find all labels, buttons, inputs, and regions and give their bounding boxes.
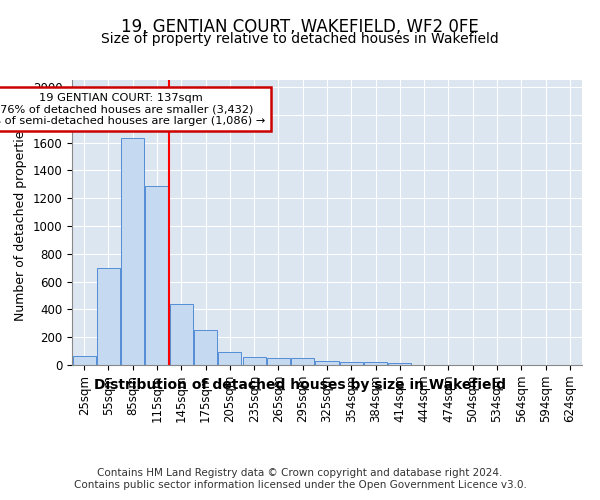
Bar bbox=[73, 356, 95, 365]
Y-axis label: Number of detached properties: Number of detached properties bbox=[14, 124, 27, 321]
Text: 19 GENTIAN COURT: 137sqm
← 76% of detached houses are smaller (3,432)
24% of sem: 19 GENTIAN COURT: 137sqm ← 76% of detach… bbox=[0, 92, 265, 126]
Bar bbox=[170, 304, 193, 365]
Text: Distribution of detached houses by size in Wakefield: Distribution of detached houses by size … bbox=[94, 378, 506, 392]
Bar bbox=[242, 358, 266, 365]
Text: Size of property relative to detached houses in Wakefield: Size of property relative to detached ho… bbox=[101, 32, 499, 46]
Bar bbox=[340, 362, 363, 365]
Bar bbox=[316, 361, 338, 365]
Bar bbox=[145, 186, 169, 365]
Text: Contains HM Land Registry data © Crown copyright and database right 2024.
Contai: Contains HM Land Registry data © Crown c… bbox=[74, 468, 526, 490]
Bar bbox=[218, 352, 241, 365]
Bar bbox=[194, 330, 217, 365]
Bar bbox=[388, 363, 412, 365]
Bar bbox=[121, 138, 144, 365]
Bar bbox=[291, 358, 314, 365]
Bar bbox=[267, 358, 290, 365]
Bar bbox=[97, 268, 120, 365]
Text: 19, GENTIAN COURT, WAKEFIELD, WF2 0FE: 19, GENTIAN COURT, WAKEFIELD, WF2 0FE bbox=[121, 18, 479, 36]
Bar bbox=[364, 362, 387, 365]
